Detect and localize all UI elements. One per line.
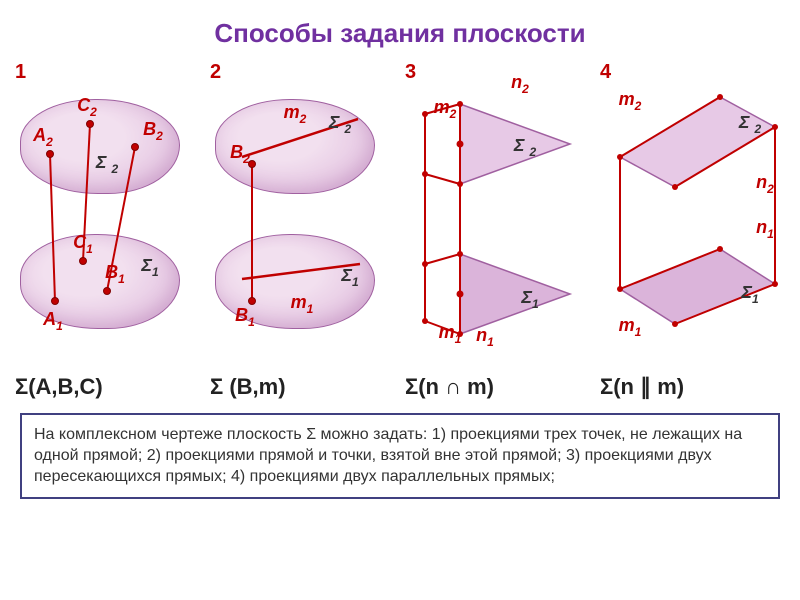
lbl-S2-1: Σ 2 — [96, 152, 118, 176]
lbl-m1-3: m1 — [439, 322, 462, 346]
lbl-B1: В1 — [105, 262, 125, 286]
lbl-S2-4: Σ 2 — [739, 112, 761, 136]
lbl-C2: С2 — [77, 95, 97, 119]
lbl-S1-4: Σ1 — [741, 282, 758, 306]
lbl-m1-2: m1 — [291, 292, 314, 316]
footer-text: На комплексном чертеже плоскость Σ можно… — [20, 413, 780, 499]
lbl-m1-4: m1 — [619, 315, 642, 339]
lbl-m2-3: m2 — [434, 97, 457, 121]
pt-A2 — [46, 150, 54, 158]
lbl-S1-1: Σ1 — [141, 255, 158, 279]
lbl-n2-3: n2 — [511, 72, 529, 96]
cell-1: 1 А2 С2 В2 Σ 2 А1 С1 В1 Σ1 Σ(А,В,С) — [15, 69, 200, 399]
lbl-S2-2: Σ 2 — [329, 112, 351, 136]
pt-A1 — [51, 297, 59, 305]
pt-B1 — [103, 287, 111, 295]
cell-4: 4 m2 Σ 2 n2 n1 m1 Σ1 Σ( — [600, 69, 785, 399]
formula-4: Σ(n ∥ m) — [600, 375, 684, 399]
lbl-n1-4: n1 — [756, 217, 774, 241]
lbl-S1-2: Σ1 — [341, 265, 358, 289]
formula-3: Σ(n ∩ m) — [405, 375, 494, 399]
lbl-B2-2: В2 — [230, 142, 250, 166]
cell-number-4: 4 — [600, 61, 611, 84]
lbl-A2: А2 — [33, 125, 53, 149]
cell-number-1: 1 — [15, 61, 26, 84]
page-title: Способы задания плоскости — [0, 0, 800, 49]
pt-B1-2 — [248, 297, 256, 305]
lbl-m2-2: m2 — [284, 102, 307, 126]
lbl-m2-4: m2 — [619, 89, 642, 113]
lbl-n1-3: n1 — [476, 325, 494, 349]
lbl-C1: С1 — [73, 232, 93, 256]
cell-3: 3 n2 m2 Σ 2 m1 n1 — [405, 69, 590, 399]
lbl-S1-3: Σ1 — [521, 287, 538, 311]
lbl-S2-3: Σ 2 — [514, 135, 536, 159]
pt-C2 — [86, 120, 94, 128]
formula-2: Σ (В,m) — [210, 375, 286, 399]
pt-C1 — [79, 257, 87, 265]
lbl-B2: В2 — [143, 119, 163, 143]
cell-number-2: 2 — [210, 61, 221, 84]
diagram-grid: 1 А2 С2 В2 Σ 2 А1 С1 В1 Σ1 Σ(А,В,С) 2 — [0, 69, 800, 399]
pt-B2 — [131, 143, 139, 151]
lbl-B1-2: В1 — [235, 305, 255, 329]
cell-number-3: 3 — [405, 61, 416, 84]
lbl-n2-4: n2 — [756, 172, 774, 196]
lbl-A1: А1 — [43, 309, 63, 333]
formula-1: Σ(А,В,С) — [15, 375, 103, 399]
cell-2: 2 m2 Σ 2 В2 В1 m1 Σ1 Σ (В,m) — [210, 69, 395, 399]
